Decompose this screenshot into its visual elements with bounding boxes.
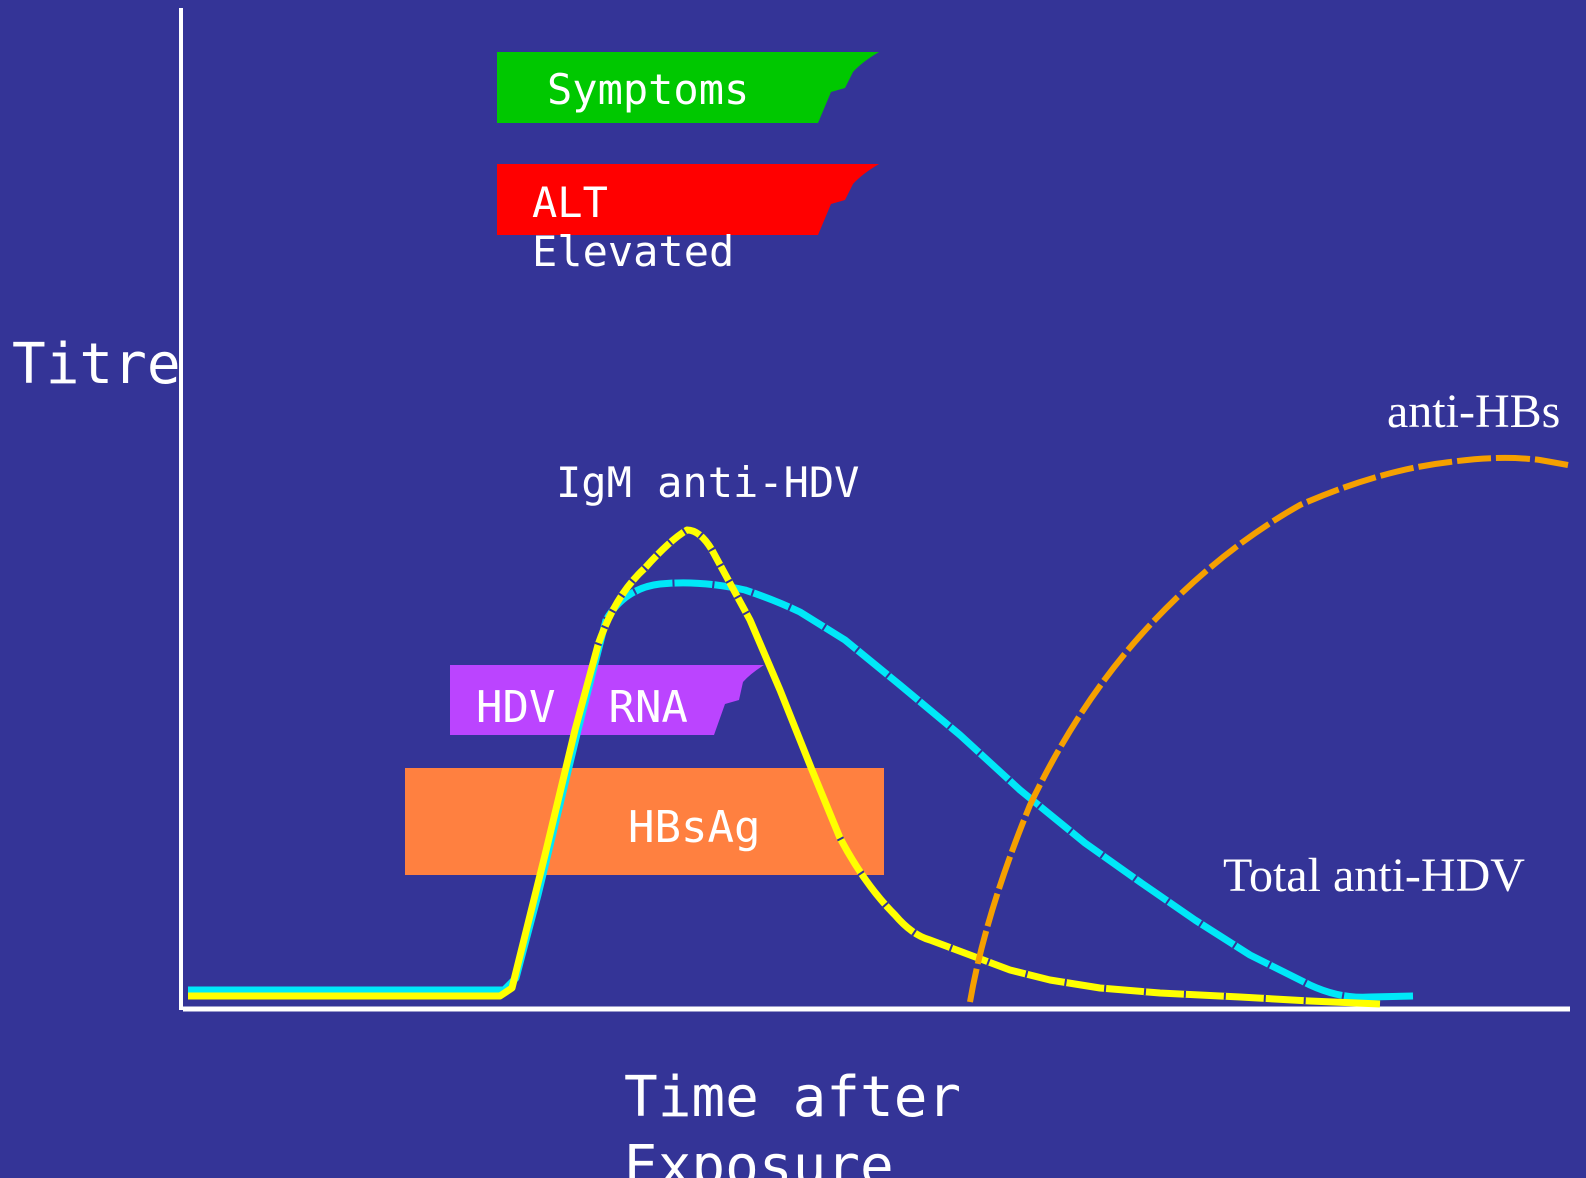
total-anti-hdv-curve — [188, 579, 1414, 1001]
anti-hbs-curve — [967, 454, 1569, 1003]
y-axis-label: Titre — [12, 332, 181, 397]
total-anti-hdv-label: Total anti-HDV — [1223, 849, 1525, 902]
symptoms-bar — [497, 52, 879, 123]
anti-hbs-label: anti-HBs — [1387, 385, 1560, 438]
hbsag-bar — [405, 768, 884, 875]
igm-anti-hdv-label: IgM anti-HDV — [556, 458, 859, 507]
hdv-rna-bar — [450, 665, 764, 735]
alt-bar — [497, 164, 879, 235]
hbsag-label: HBsAg — [628, 802, 760, 853]
alt-label-line1: ALT — [532, 178, 608, 227]
alt-label-line2: Elevated — [532, 227, 734, 276]
hdv-rna-label: HDV RNA — [476, 682, 688, 733]
x-axis-label-line2: Exposure — [624, 1134, 894, 1178]
symptoms-label: Symptoms — [547, 65, 749, 114]
x-axis-label-line1: Time after — [624, 1065, 961, 1130]
